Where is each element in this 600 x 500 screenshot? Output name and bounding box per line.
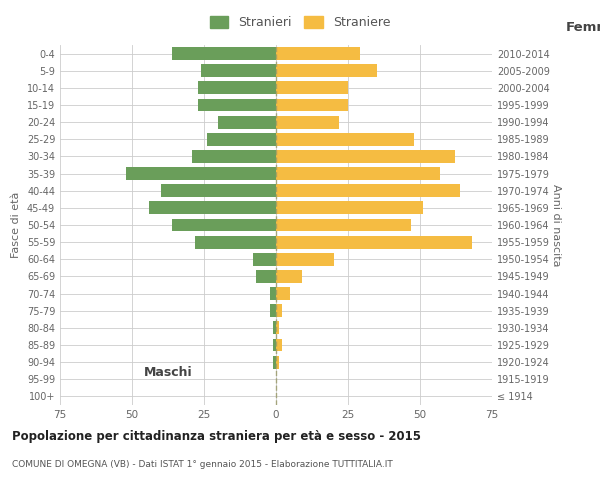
Bar — [276, 253, 334, 266]
Bar — [276, 184, 460, 197]
Bar — [218, 116, 276, 128]
Bar — [276, 202, 423, 214]
Text: Popolazione per cittadinanza straniera per età e sesso - 2015: Popolazione per cittadinanza straniera p… — [12, 430, 421, 443]
Bar — [193, 150, 276, 163]
Bar — [196, 236, 276, 248]
Bar — [273, 356, 276, 368]
Bar — [276, 82, 348, 94]
Bar — [276, 236, 472, 248]
Bar — [276, 98, 348, 112]
Bar — [270, 287, 276, 300]
Bar — [172, 218, 276, 232]
Bar — [276, 218, 412, 232]
Bar — [198, 98, 276, 112]
Bar — [270, 304, 276, 317]
Bar — [161, 184, 276, 197]
Text: Femmine: Femmine — [566, 21, 600, 34]
Bar — [126, 167, 276, 180]
Bar — [172, 47, 276, 60]
Bar — [276, 47, 359, 60]
Bar — [273, 338, 276, 351]
Bar — [276, 167, 440, 180]
Bar — [276, 133, 414, 145]
Text: Maschi: Maschi — [143, 366, 193, 378]
Bar — [276, 287, 290, 300]
Bar — [276, 338, 282, 351]
Bar — [273, 322, 276, 334]
Bar — [276, 150, 455, 163]
Bar — [276, 64, 377, 77]
Bar — [276, 356, 279, 368]
Bar — [276, 322, 279, 334]
Bar — [276, 116, 340, 128]
Text: COMUNE DI OMEGNA (VB) - Dati ISTAT 1° gennaio 2015 - Elaborazione TUTTITALIA.IT: COMUNE DI OMEGNA (VB) - Dati ISTAT 1° ge… — [12, 460, 393, 469]
Bar — [256, 270, 276, 283]
Bar — [198, 82, 276, 94]
Bar — [207, 133, 276, 145]
Y-axis label: Fasce di età: Fasce di età — [11, 192, 21, 258]
Y-axis label: Anni di nascita: Anni di nascita — [551, 184, 561, 266]
Bar — [253, 253, 276, 266]
Bar — [149, 202, 276, 214]
Bar — [276, 270, 302, 283]
Legend: Stranieri, Straniere: Stranieri, Straniere — [205, 11, 395, 34]
Bar — [276, 304, 282, 317]
Bar — [201, 64, 276, 77]
